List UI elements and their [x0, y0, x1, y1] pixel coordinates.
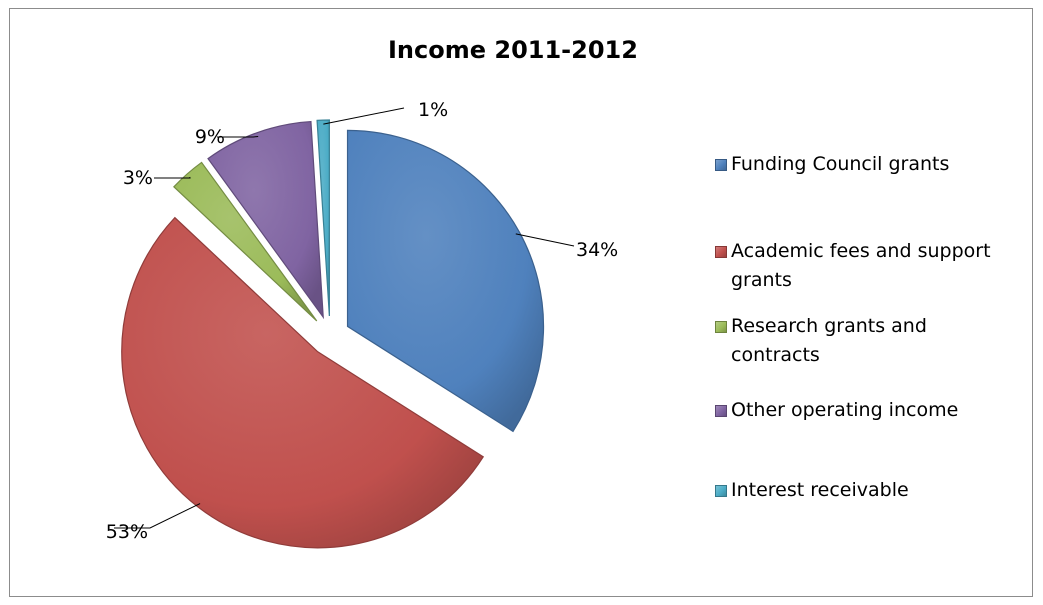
legend-item-research-grants: Research grants and contracts [715, 312, 1021, 370]
label-9: 9% [195, 126, 225, 148]
label-1: 1% [418, 99, 448, 121]
legend-item-other-operating-income: Other operating income [715, 396, 1021, 425]
leader-line [323, 107, 405, 125]
label-34: 34% [576, 239, 618, 261]
leader-line [154, 176, 191, 179]
legend-label: Funding Council grants [731, 153, 950, 175]
label-53: 53% [106, 521, 148, 543]
legend-swatch [715, 405, 727, 417]
legend-label: Interest receivable [731, 479, 909, 501]
slice-academic-fees [121, 216, 485, 549]
label-3: 3% [123, 167, 153, 189]
legend-swatch [715, 246, 727, 258]
legend-item-interest-receivable: Interest receivable [715, 476, 1021, 505]
legend-swatch [715, 159, 727, 171]
slice-interest-receivable [316, 119, 330, 317]
slice-other-operating-income [207, 120, 324, 320]
leader-line [114, 503, 201, 529]
legend-label: Academic fees and support grants [731, 240, 991, 291]
chart-title: Income 2011-2012 [388, 36, 638, 64]
legend-item-funding-council-grants: Funding Council grants [715, 150, 1021, 179]
legend-item-academic-fees: Academic fees and support grants [715, 237, 1021, 295]
leader-line [515, 233, 575, 247]
slice-research-grants [173, 161, 318, 322]
slice-funding-council-grants [346, 129, 545, 433]
legend-swatch [715, 321, 727, 333]
legend-label: Other operating income [731, 399, 959, 421]
legend-label: Research grants and contracts [731, 315, 927, 366]
legend-swatch [715, 485, 727, 497]
